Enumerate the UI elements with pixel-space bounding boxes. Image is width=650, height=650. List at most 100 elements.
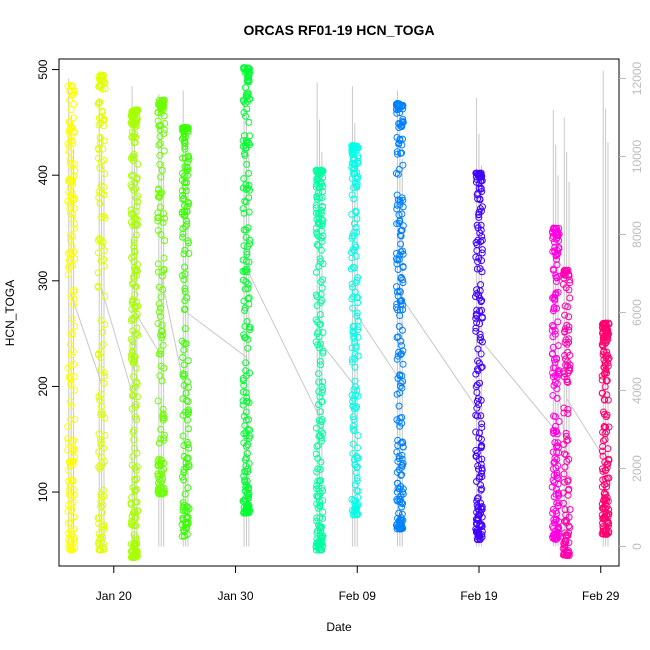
data-point	[394, 479, 402, 487]
data-point	[604, 460, 612, 468]
data-point	[181, 287, 189, 295]
data-point	[155, 476, 163, 484]
data-point	[99, 340, 107, 348]
data-point	[127, 521, 135, 529]
data-point	[68, 243, 76, 251]
data-point	[395, 287, 403, 295]
data-point	[604, 445, 612, 453]
data-point	[551, 458, 559, 466]
data-point	[561, 450, 569, 458]
data-point	[392, 303, 400, 311]
data-point	[156, 312, 164, 320]
data-point	[69, 457, 77, 465]
data-point	[353, 403, 361, 411]
data-point	[472, 178, 480, 186]
data-point	[241, 197, 249, 205]
data-point	[132, 231, 140, 239]
data-point	[184, 357, 192, 365]
data-point	[354, 500, 362, 508]
data-point	[353, 293, 361, 301]
data-point	[100, 444, 108, 452]
data-point	[154, 108, 162, 116]
data-point	[100, 521, 108, 529]
data-point	[99, 76, 107, 84]
data-point	[472, 253, 480, 261]
connector-line	[134, 310, 162, 357]
data-point	[67, 527, 75, 535]
data-point	[348, 232, 356, 240]
data-point	[554, 342, 562, 350]
data-point	[182, 389, 190, 397]
data-point	[564, 362, 572, 370]
data-point	[243, 450, 251, 458]
data-point	[561, 506, 569, 514]
data-point	[395, 322, 403, 330]
data-point	[319, 508, 327, 516]
data-point	[561, 478, 569, 486]
data-point	[180, 476, 188, 484]
data-point	[598, 465, 606, 473]
data-point	[160, 254, 168, 262]
data-point	[316, 169, 324, 177]
data-point	[603, 391, 611, 399]
data-point	[564, 378, 572, 386]
data-point	[244, 295, 252, 303]
data-point	[246, 326, 254, 334]
data-point	[393, 355, 401, 363]
data-point	[239, 377, 247, 385]
data-point	[69, 176, 77, 184]
data-point	[473, 501, 481, 509]
data-point	[64, 270, 72, 278]
data-point	[564, 551, 572, 559]
data-point	[100, 247, 108, 255]
data-point	[179, 395, 187, 403]
data-point	[183, 220, 191, 228]
x-tick-label: Feb 29	[582, 589, 620, 603]
data-point	[68, 438, 76, 446]
data-point	[352, 279, 360, 287]
data-point	[562, 429, 570, 437]
data-point	[472, 383, 480, 391]
data-point	[602, 530, 610, 538]
data-point	[564, 476, 572, 484]
data-point	[69, 348, 77, 356]
data-point	[349, 511, 357, 519]
data-point	[132, 364, 140, 372]
data-point	[555, 224, 563, 232]
y2-axis: 0 2000 4000 6000 8000 10000 12000	[619, 61, 644, 550]
data-point	[158, 327, 166, 335]
data-point	[399, 443, 407, 451]
data-point	[312, 338, 320, 346]
data-point	[395, 139, 403, 147]
data-point	[562, 284, 570, 292]
data-point	[393, 448, 401, 456]
data-point	[550, 429, 558, 437]
data-point	[94, 100, 102, 108]
data-point	[240, 412, 248, 420]
data-point	[318, 416, 326, 424]
data-point	[561, 355, 569, 363]
data-point	[180, 361, 188, 369]
data-point	[396, 382, 404, 390]
data-point	[313, 192, 321, 200]
data-point	[96, 133, 104, 141]
data-point	[313, 529, 321, 537]
data-point	[477, 238, 485, 246]
data-point	[552, 273, 560, 281]
data-point	[398, 463, 406, 471]
data-point	[129, 338, 137, 346]
data-point	[184, 520, 192, 528]
data-point	[99, 533, 107, 541]
data-point	[393, 497, 401, 505]
data-point	[131, 108, 139, 116]
data-point	[319, 203, 327, 211]
data-point	[243, 248, 251, 256]
data-point	[478, 314, 486, 322]
y2-tick-label: 2000	[630, 455, 644, 482]
data-point	[94, 269, 102, 277]
data-point	[131, 445, 139, 453]
data-point	[180, 172, 188, 180]
data-point	[564, 410, 572, 418]
data-point	[560, 409, 568, 417]
data-point	[94, 144, 102, 152]
